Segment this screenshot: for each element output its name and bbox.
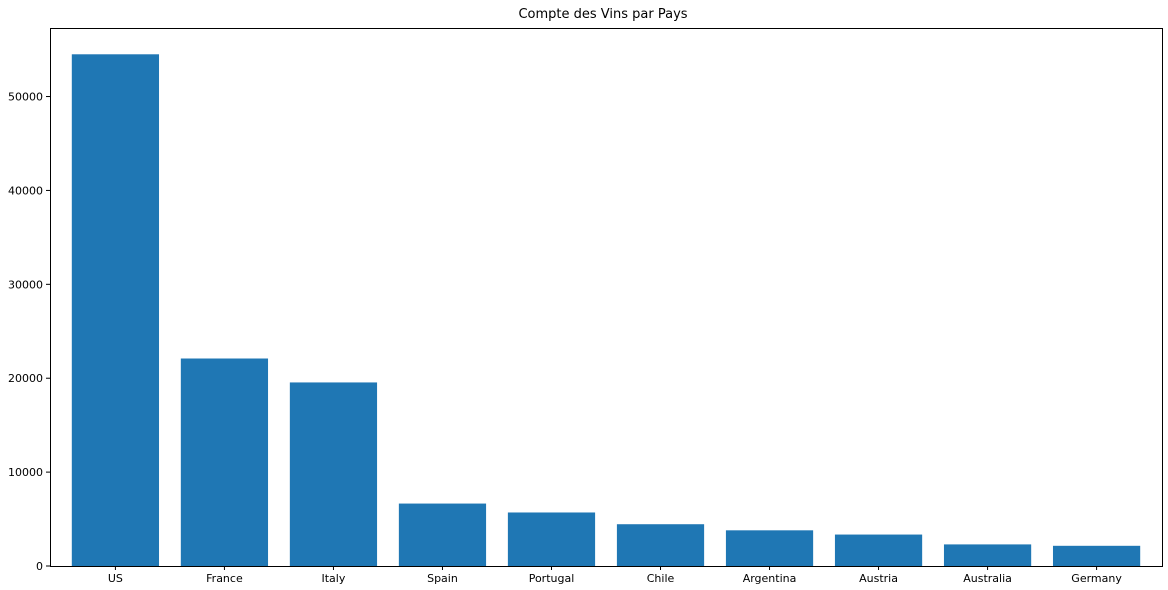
x-tick-label: US [108, 572, 123, 585]
x-tick-label: France [206, 572, 243, 585]
bar-spain [398, 503, 487, 566]
y-tick-label: 30000 [8, 278, 43, 291]
bar-austria [834, 534, 923, 566]
bar-us [71, 54, 160, 566]
x-tick-label: Argentina [743, 572, 797, 585]
bar-portugal [507, 512, 596, 566]
x-tick-label: Germany [1071, 572, 1122, 585]
y-tick-label: 50000 [8, 91, 43, 104]
plot-frame [50, 28, 1163, 567]
plot-area [71, 54, 1141, 566]
x-tick-label: Chile [647, 572, 675, 585]
bar-australia [943, 544, 1032, 566]
x-tick-label: Italy [322, 572, 346, 585]
x-tick-label: Australia [963, 572, 1012, 585]
x-tick-label: Portugal [529, 572, 575, 585]
y-axis: 0 10000 20000 30000 40000 50000 [8, 91, 50, 573]
bar-france [180, 358, 269, 566]
chart-title: Compte des Vins par Pays [518, 7, 687, 22]
bar-argentina [725, 530, 814, 566]
bar-germany [1052, 545, 1141, 566]
bar-chile [616, 524, 705, 566]
bar-italy [289, 382, 378, 566]
y-tick-label: 10000 [8, 466, 43, 479]
y-tick-label: 20000 [8, 372, 43, 385]
x-axis: US France Italy Spain Portugal Chile Argentina… [108, 566, 1122, 585]
y-tick-label: 0 [36, 560, 43, 573]
x-tick-label: Austria [859, 572, 898, 585]
x-tick-label: Spain [427, 572, 458, 585]
y-tick-label: 40000 [8, 184, 43, 197]
